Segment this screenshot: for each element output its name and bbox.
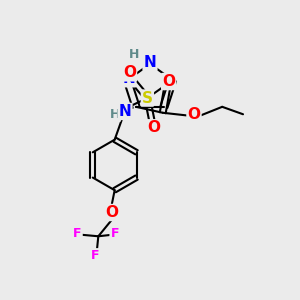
Text: N: N — [144, 55, 156, 70]
Text: F: F — [91, 249, 100, 262]
Text: O: O — [162, 74, 175, 89]
Text: O: O — [147, 120, 160, 135]
Text: H: H — [110, 108, 120, 121]
Text: F: F — [73, 227, 82, 240]
Text: N: N — [119, 104, 131, 119]
Text: O: O — [188, 107, 200, 122]
Text: H: H — [128, 48, 139, 62]
Text: O: O — [105, 205, 118, 220]
Text: F: F — [110, 227, 119, 240]
Text: O: O — [123, 65, 136, 80]
Text: N: N — [122, 71, 135, 86]
Text: S: S — [142, 91, 153, 106]
